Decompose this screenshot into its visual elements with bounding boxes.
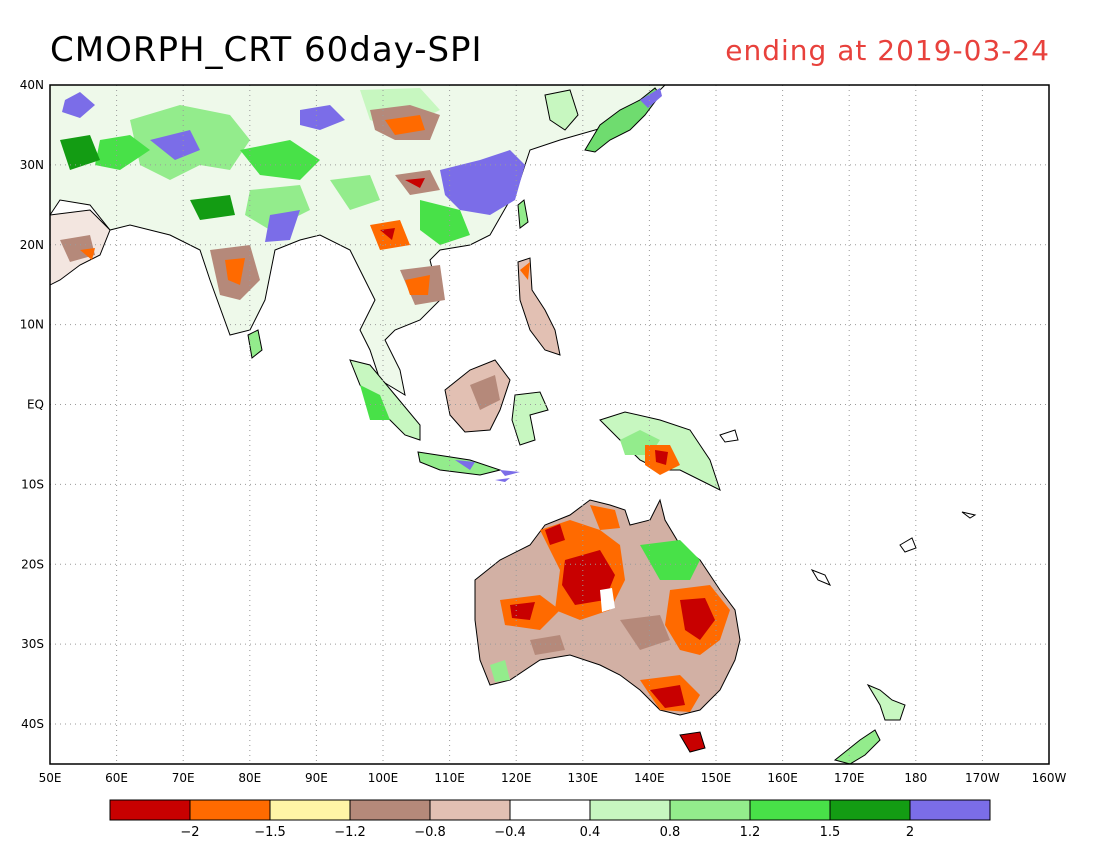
latitude-tick-label: 10S [21, 477, 44, 491]
colorbar-swatch [589, 799, 671, 821]
longitude-tick-label: 90E [305, 771, 328, 785]
latitude-tick-label: 40S [21, 717, 44, 731]
sulawesi-landmass [511, 391, 549, 446]
longitude-tick-label: 160E [767, 771, 798, 785]
longitude-tick-label: 130E [568, 771, 599, 785]
longitude-tick-label: 60E [105, 771, 128, 785]
map-subtitle: ending at 2019-03-24 [725, 34, 1050, 67]
latitude-tick-label: 40N [20, 78, 44, 92]
tasmania-landmass [679, 731, 706, 753]
longitude-tick-label: 180 [904, 771, 927, 785]
map-grid [50, 85, 1049, 764]
latitude-labels: 40N 30N 20N 10N EQ 10S 20S 30S 40S [20, 78, 44, 731]
colorbar: −2 −1.5 −1.2 −0.8 −0.4 0.4 0.8 1.2 1.5 2 [109, 799, 991, 840]
colorbar-label: 0.8 [660, 825, 681, 840]
longitude-tick-label: 140E [634, 771, 665, 785]
longitude-labels: 50E 60E 70E 80E 90E 100E 110E 120E 130E 140E 150E 1… [39, 771, 1067, 785]
colorbar-swatch [429, 799, 511, 821]
longitude-tick-label: 120E [501, 771, 532, 785]
wet-anomaly-patches [60, 88, 700, 580]
latitude-tick-label: EQ [27, 398, 44, 412]
fiji-islands [899, 537, 917, 553]
longitude-tick-label: 170E [834, 771, 865, 785]
colorbar-swatch [749, 799, 831, 821]
colorbar-label: 1.5 [820, 825, 841, 840]
latitude-tick-label: 30N [20, 158, 44, 172]
latitude-tick-label: 20S [21, 557, 44, 571]
latitude-tick-label: 30S [21, 637, 44, 651]
longitude-tick-label: 100E [368, 771, 399, 785]
longitude-tick-label: 160W [1032, 771, 1067, 785]
colorbar-label: 0.4 [580, 825, 601, 840]
longitude-tick-label: 50E [39, 771, 62, 785]
longitude-tick-label: 80E [238, 771, 261, 785]
map-title: CMORPH_CRT 60day-SPI [50, 30, 483, 70]
philippines-landmass [517, 257, 561, 356]
colorbar-label: −1.2 [334, 825, 366, 840]
nz-north-island [866, 683, 906, 721]
new-caledonia [810, 569, 832, 586]
colorbar-swatch [669, 799, 751, 821]
nz-south-island [833, 729, 881, 764]
korea-landmass [544, 89, 579, 131]
longitude-tick-label: 110E [434, 771, 465, 785]
longitude-tick-label: 170W [965, 771, 1000, 785]
colorbar-label: −2 [180, 825, 199, 840]
colorbar-label: −1.5 [254, 825, 286, 840]
colorbar-swatch [829, 799, 911, 821]
colorbar-swatch [109, 799, 191, 821]
colorbar-label: 2 [906, 825, 914, 840]
colorbar-swatch [189, 799, 271, 821]
colorbar-swatch [269, 799, 351, 821]
samoa-islands [961, 511, 977, 519]
australia-anomaly-patches [490, 505, 730, 712]
land-layer [50, 85, 977, 764]
longitude-tick-label: 70E [172, 771, 195, 785]
colorbar-swatch [509, 799, 591, 821]
taiwan-landmass [517, 199, 529, 229]
colorbar-swatch [909, 799, 991, 821]
bismarck-islands [719, 429, 739, 443]
map-frame [49, 84, 1050, 765]
dry-anomaly-patches [60, 105, 680, 475]
colorbar-label: −0.8 [414, 825, 446, 840]
latitude-tick-label: 20N [20, 238, 44, 252]
colorbar-label: −0.4 [494, 825, 526, 840]
java-landmass [417, 451, 502, 476]
longitude-tick-label: 150E [701, 771, 732, 785]
latitude-tick-label: 10N [20, 318, 44, 332]
colorbar-label: 1.2 [740, 825, 761, 840]
sri-lanka-landmass [247, 329, 263, 359]
colorbar-swatch [349, 799, 431, 821]
